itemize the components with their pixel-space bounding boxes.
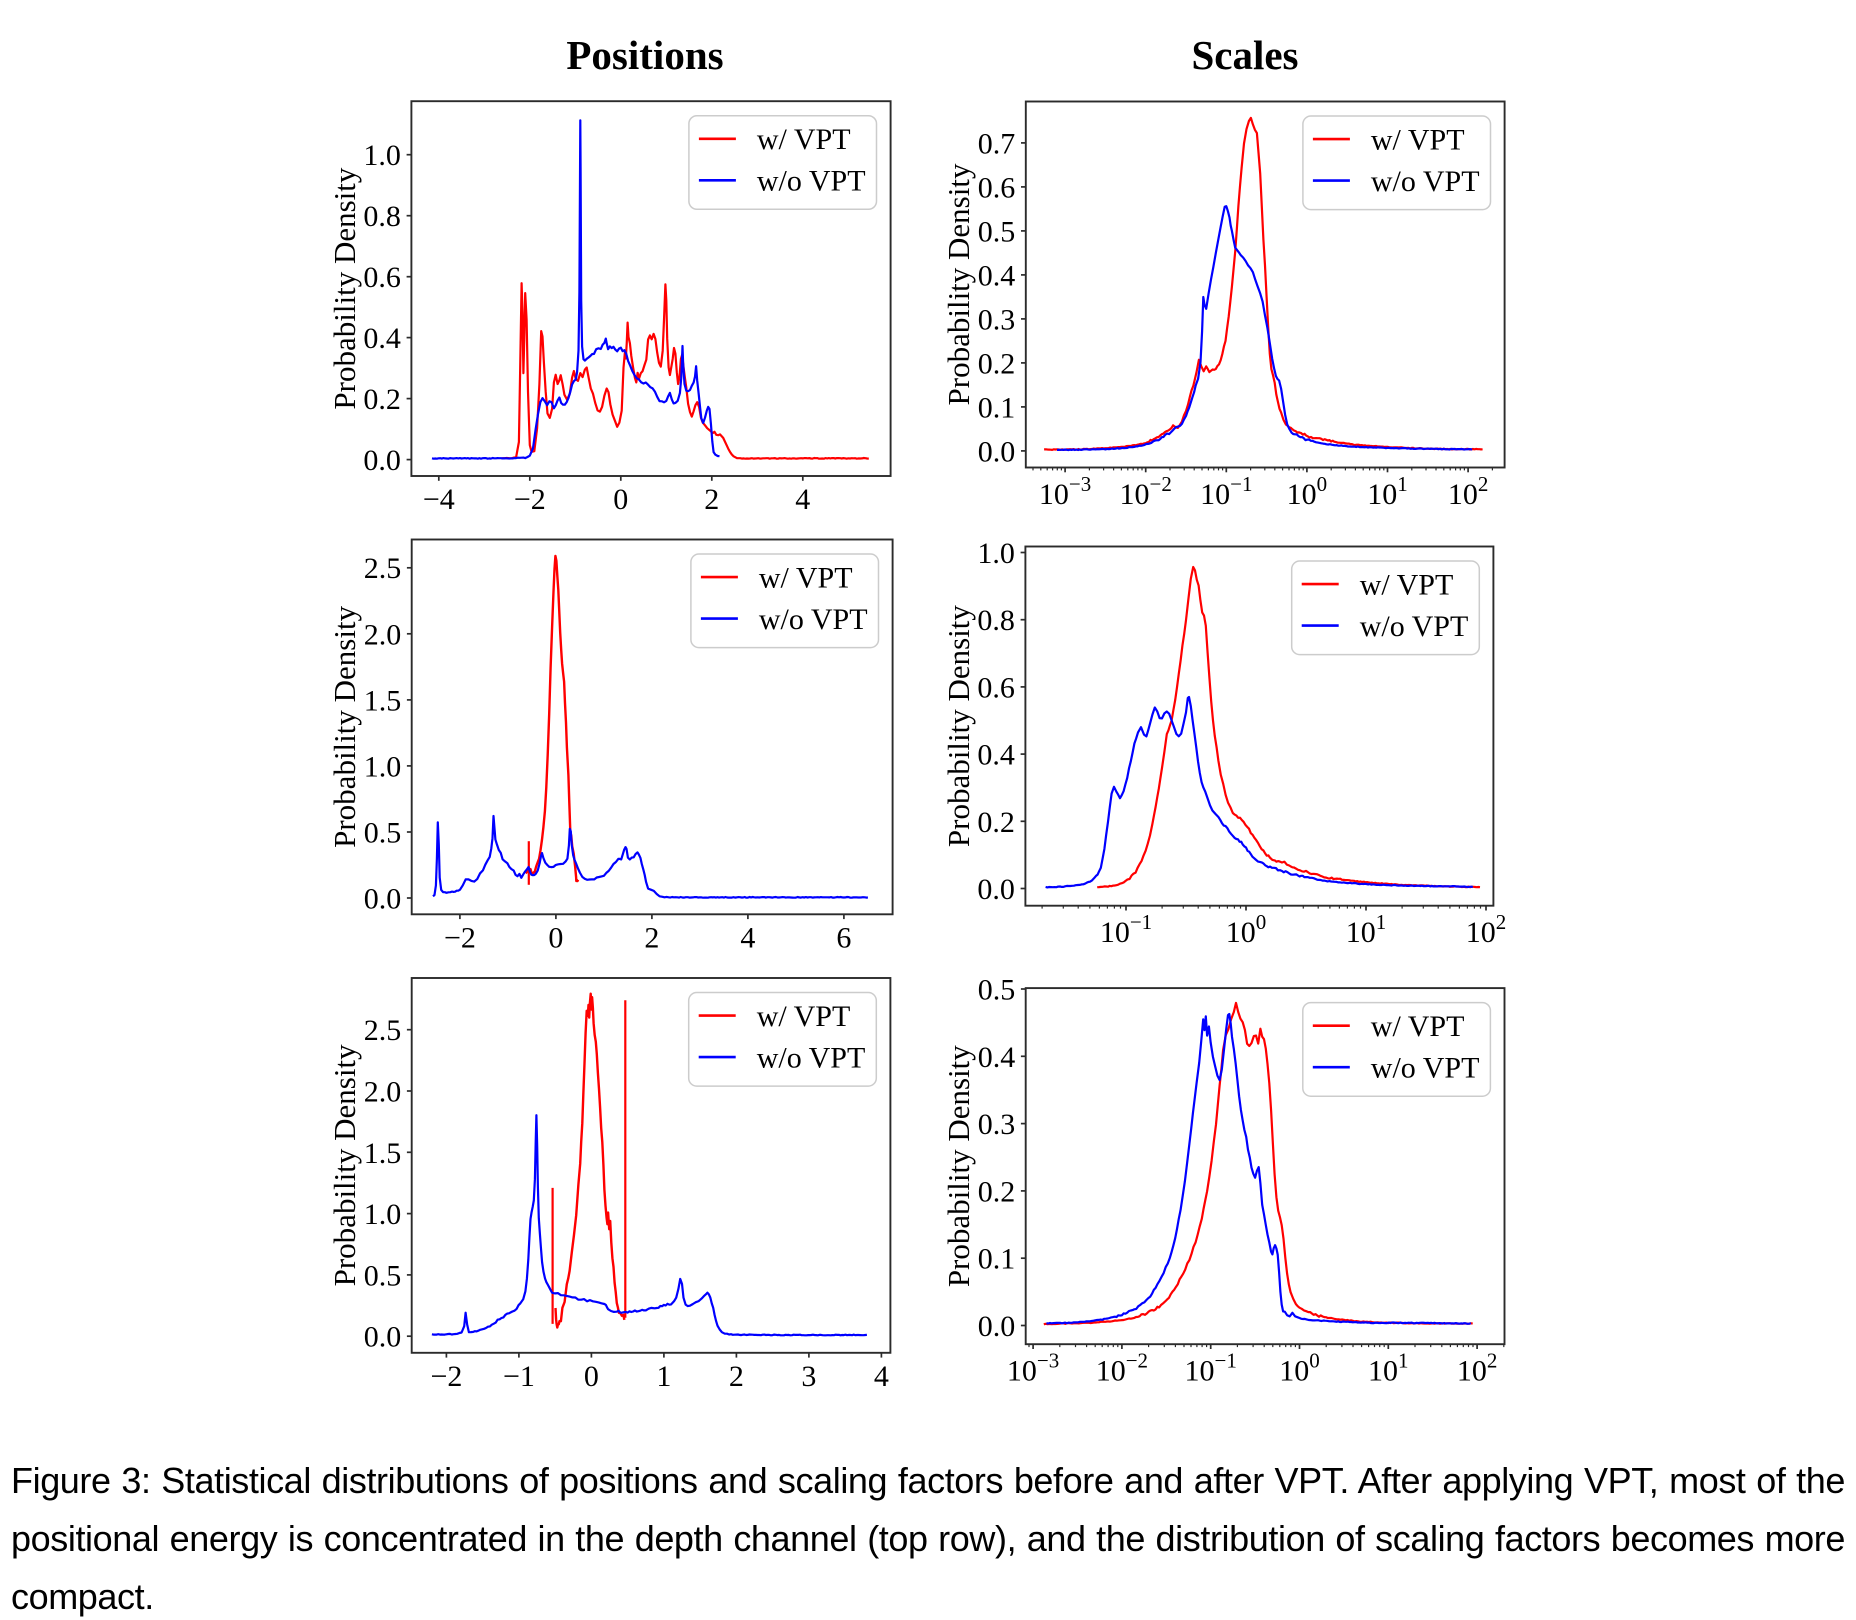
svg-text:Positions: Positions bbox=[566, 32, 723, 78]
svg-text:2.5: 2.5 bbox=[364, 552, 402, 585]
svg-text:10−1: 10−1 bbox=[1200, 472, 1252, 511]
svg-text:w/o VPT: w/o VPT bbox=[1371, 165, 1480, 198]
svg-text:0.1: 0.1 bbox=[978, 391, 1016, 424]
svg-text:−2: −2 bbox=[430, 1360, 462, 1393]
svg-text:0.0: 0.0 bbox=[978, 1310, 1016, 1343]
svg-text:−2: −2 bbox=[514, 483, 546, 516]
svg-text:0.5: 0.5 bbox=[978, 974, 1016, 1007]
svg-text:10−2: 10−2 bbox=[1096, 1349, 1148, 1388]
svg-text:w/ VPT: w/ VPT bbox=[757, 123, 851, 156]
svg-text:0.0: 0.0 bbox=[977, 873, 1015, 906]
svg-text:Scales: Scales bbox=[1191, 32, 1298, 78]
svg-text:100: 100 bbox=[1279, 1349, 1320, 1388]
svg-text:w/o VPT: w/o VPT bbox=[1371, 1051, 1480, 1084]
svg-text:0.4: 0.4 bbox=[977, 739, 1015, 772]
svg-text:1.0: 1.0 bbox=[977, 537, 1015, 570]
svg-text:101: 101 bbox=[1346, 910, 1387, 949]
svg-text:0.0: 0.0 bbox=[978, 435, 1016, 468]
svg-text:0.3: 0.3 bbox=[978, 1108, 1016, 1141]
svg-text:6: 6 bbox=[836, 921, 851, 954]
svg-text:w/ VPT: w/ VPT bbox=[1360, 568, 1454, 601]
svg-text:0.8: 0.8 bbox=[977, 604, 1015, 637]
svg-text:w/ VPT: w/ VPT bbox=[759, 561, 853, 594]
svg-text:0.3: 0.3 bbox=[978, 303, 1016, 336]
svg-text:−2: −2 bbox=[444, 921, 476, 954]
svg-text:0.6: 0.6 bbox=[978, 171, 1016, 204]
svg-text:10−2: 10−2 bbox=[1120, 472, 1172, 511]
svg-text:0.5: 0.5 bbox=[364, 1259, 402, 1292]
svg-text:3: 3 bbox=[801, 1360, 816, 1393]
svg-text:10−1: 10−1 bbox=[1100, 910, 1152, 949]
svg-text:0: 0 bbox=[584, 1360, 599, 1393]
svg-text:2.5: 2.5 bbox=[364, 1014, 402, 1047]
svg-text:1.0: 1.0 bbox=[364, 750, 402, 783]
svg-text:1.5: 1.5 bbox=[364, 1137, 402, 1170]
svg-text:10−3: 10−3 bbox=[1039, 472, 1091, 511]
svg-text:10−3: 10−3 bbox=[1007, 1349, 1059, 1388]
svg-text:0: 0 bbox=[613, 483, 628, 516]
svg-text:0.8: 0.8 bbox=[363, 200, 401, 233]
svg-text:w/ VPT: w/ VPT bbox=[757, 1000, 851, 1033]
svg-text:4: 4 bbox=[795, 483, 810, 516]
svg-text:0.2: 0.2 bbox=[977, 806, 1015, 839]
svg-text:10−1: 10−1 bbox=[1185, 1349, 1237, 1388]
svg-text:2: 2 bbox=[704, 483, 719, 516]
svg-text:1: 1 bbox=[656, 1360, 671, 1393]
svg-text:4: 4 bbox=[740, 921, 755, 954]
svg-text:0.0: 0.0 bbox=[364, 883, 402, 916]
svg-text:0.6: 0.6 bbox=[363, 261, 401, 294]
svg-text:w/ VPT: w/ VPT bbox=[1371, 123, 1465, 156]
svg-text:0.5: 0.5 bbox=[978, 215, 1016, 248]
svg-text:0.0: 0.0 bbox=[363, 444, 401, 477]
svg-text:2.0: 2.0 bbox=[364, 1076, 402, 1109]
svg-text:102: 102 bbox=[1457, 1349, 1498, 1388]
svg-text:Probability Density: Probability Density bbox=[327, 605, 362, 847]
svg-text:102: 102 bbox=[1466, 910, 1507, 949]
svg-text:0.1: 0.1 bbox=[978, 1243, 1016, 1276]
svg-text:2: 2 bbox=[729, 1360, 744, 1393]
svg-text:0.4: 0.4 bbox=[978, 1041, 1016, 1074]
svg-text:Probability Density: Probability Density bbox=[327, 1044, 362, 1286]
svg-text:0.6: 0.6 bbox=[977, 671, 1015, 704]
svg-text:0.4: 0.4 bbox=[978, 259, 1016, 292]
svg-text:0: 0 bbox=[548, 921, 563, 954]
svg-text:0.7: 0.7 bbox=[978, 127, 1016, 160]
svg-text:Probability Density: Probability Density bbox=[941, 605, 976, 847]
svg-text:Probability Density: Probability Density bbox=[941, 163, 976, 405]
svg-text:1.0: 1.0 bbox=[364, 1198, 402, 1231]
svg-text:0.2: 0.2 bbox=[978, 1175, 1016, 1208]
svg-text:w/o VPT: w/o VPT bbox=[757, 165, 866, 198]
svg-text:−1: −1 bbox=[503, 1360, 535, 1393]
svg-text:w/o VPT: w/o VPT bbox=[1360, 610, 1469, 643]
svg-text:101: 101 bbox=[1367, 472, 1408, 511]
svg-text:0.5: 0.5 bbox=[364, 817, 402, 850]
svg-text:1.5: 1.5 bbox=[364, 684, 402, 717]
svg-text:0.2: 0.2 bbox=[363, 383, 401, 416]
svg-text:2.0: 2.0 bbox=[364, 618, 402, 651]
svg-text:102: 102 bbox=[1448, 472, 1489, 511]
svg-text:0.0: 0.0 bbox=[364, 1321, 402, 1354]
svg-text:Probability Density: Probability Density bbox=[327, 167, 362, 409]
svg-text:w/o VPT: w/o VPT bbox=[757, 1041, 866, 1074]
svg-text:100: 100 bbox=[1287, 472, 1328, 511]
svg-text:0.4: 0.4 bbox=[363, 322, 401, 355]
svg-text:0.2: 0.2 bbox=[978, 347, 1016, 380]
svg-text:Probability Density: Probability Density bbox=[941, 1045, 976, 1287]
svg-text:101: 101 bbox=[1368, 1349, 1409, 1388]
svg-text:4: 4 bbox=[874, 1360, 889, 1393]
svg-text:w/ VPT: w/ VPT bbox=[1371, 1010, 1465, 1043]
svg-text:2: 2 bbox=[644, 921, 659, 954]
svg-text:100: 100 bbox=[1226, 910, 1267, 949]
svg-text:1.0: 1.0 bbox=[363, 139, 401, 172]
svg-text:−4: −4 bbox=[423, 483, 455, 516]
svg-text:w/o VPT: w/o VPT bbox=[759, 603, 868, 636]
